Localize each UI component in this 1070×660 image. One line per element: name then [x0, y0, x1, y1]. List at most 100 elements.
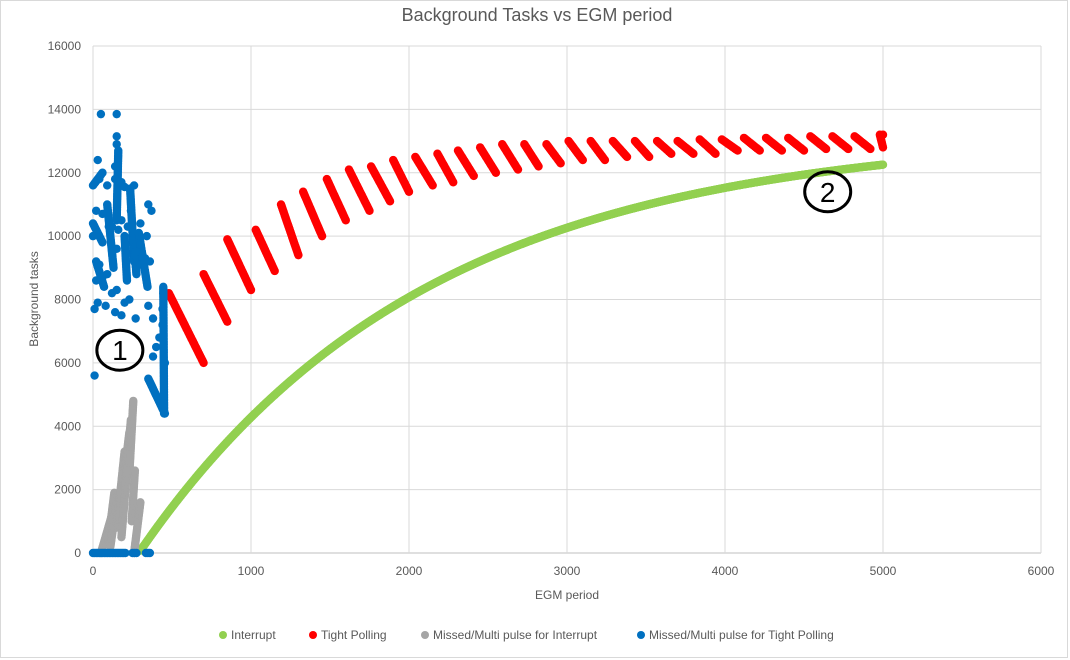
series-1-point [491, 168, 501, 177]
series-3-point [96, 109, 106, 119]
series-1-point [513, 165, 523, 174]
series-3-point [136, 219, 145, 228]
series-3-point [93, 298, 102, 307]
series-1-point [534, 162, 543, 171]
series-3-point [90, 304, 99, 314]
series-3-point [114, 225, 123, 234]
y-tick-label: 10000 [48, 229, 82, 243]
series-3-point [103, 181, 112, 190]
legend-item-0: Interrupt [219, 628, 276, 642]
series-3-point [125, 295, 134, 304]
series-3-point [155, 333, 164, 342]
y-tick-label: 8000 [54, 293, 81, 307]
series-3-point [112, 285, 121, 295]
series-1-point [799, 146, 809, 155]
series-1-point [223, 317, 232, 326]
series-2-point [129, 396, 138, 406]
y-tick-label: 6000 [54, 356, 81, 370]
series-2-point [136, 498, 145, 507]
series-3-point [117, 216, 126, 225]
series-1-point [270, 266, 279, 276]
series-1-point [644, 152, 654, 162]
series-3-point [103, 269, 112, 279]
series-1-point [755, 146, 764, 155]
series-1-point [578, 155, 587, 165]
series-3-point [132, 548, 141, 558]
legend-item-1: Tight Polling [309, 628, 387, 642]
x-axis-title: EGM period [535, 588, 599, 602]
x-tick-label: 3000 [554, 564, 581, 578]
annotation-1: 1 [95, 328, 145, 372]
gridlines [92, 45, 1042, 554]
series-1-point [622, 152, 632, 162]
legend-item-3: Missed/Multi pulse for Tight Polling [637, 628, 834, 642]
series-3-point [132, 269, 141, 279]
series-3-point [152, 342, 161, 352]
series-3-point [90, 371, 99, 380]
series-3-point [107, 222, 117, 231]
legend-item-2: Missed/Multi pulse for Interrupt [421, 628, 598, 642]
legend-label: Interrupt [231, 628, 276, 642]
series-1-point [385, 197, 395, 206]
series-1-point [428, 181, 437, 190]
annotation-2: 2 [803, 170, 853, 214]
series-2-point [122, 466, 132, 475]
series-3-point [129, 181, 139, 190]
series-1-point [689, 149, 698, 158]
series-3-point [121, 548, 130, 558]
annotation-label: 2 [820, 177, 836, 208]
series-3-point [126, 206, 136, 215]
series-1-point [246, 285, 256, 295]
series-3-point [147, 206, 156, 215]
series-1-point [199, 358, 208, 368]
series-1-point [365, 206, 374, 215]
series-1-point [317, 231, 327, 241]
series-1-point [469, 171, 478, 181]
series-3-point [117, 311, 126, 320]
series-3-point [99, 282, 109, 292]
series-1-point [600, 155, 610, 165]
series-2-point [130, 466, 140, 475]
series-3-point [110, 174, 120, 184]
series-3-point [142, 231, 151, 241]
legend-marker [219, 631, 227, 639]
series-1-point [711, 149, 720, 158]
series-3-point [148, 352, 158, 361]
series-3-point [114, 146, 123, 155]
legend-marker [309, 631, 317, 639]
series-3-point [144, 301, 153, 311]
series-3-point [131, 247, 140, 257]
x-tick-label: 0 [90, 564, 97, 578]
series-3-point [107, 244, 117, 253]
legend: Interrupt Tight Polling Missed/Multi pulse… [219, 628, 834, 642]
legend-label: Missed/Multi pulse for Interrupt [433, 628, 598, 642]
annotation-circle [803, 170, 853, 214]
x-tick-label: 4000 [712, 564, 739, 578]
legend-marker [421, 631, 429, 639]
series-3-point [112, 132, 121, 141]
series-3-point [140, 254, 150, 263]
legend-label: Missed/Multi pulse for Tight Polling [649, 628, 834, 642]
series-1-point [404, 187, 414, 196]
y-tick-label: 16000 [48, 39, 82, 53]
series-3-point [159, 409, 169, 418]
series-0 [136, 160, 888, 555]
series-3-point [95, 260, 104, 269]
series-1-point [667, 149, 676, 158]
legend-marker [637, 631, 645, 639]
annotations: 12 [95, 170, 853, 372]
series-1 [164, 130, 888, 368]
y-tick-label: 14000 [48, 102, 82, 116]
y-tick-label: 4000 [54, 419, 81, 433]
series-3 [88, 109, 170, 558]
series-3-point [148, 314, 158, 323]
y-tick-label: 0 [74, 546, 81, 560]
series-3-point [123, 222, 132, 231]
series-1-point [844, 144, 853, 154]
series-3-point [98, 238, 107, 247]
series-3-point [110, 162, 120, 171]
y-axis-title: Background tasks [27, 251, 41, 346]
legend-label: Tight Polling [321, 628, 387, 642]
series-1-point [866, 144, 875, 154]
